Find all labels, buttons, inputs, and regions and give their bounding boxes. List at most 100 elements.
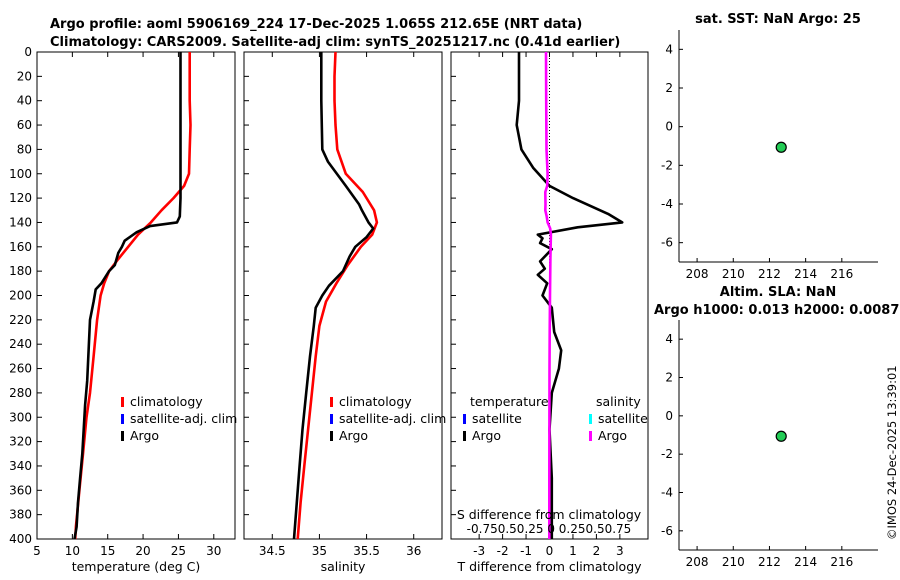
difference-xtick-label: -1	[520, 544, 532, 558]
temperature-xlabel: temperature (deg C)	[72, 559, 201, 574]
temperature-xtick-label: 10	[65, 544, 80, 558]
difference-xtick-label: 3	[616, 544, 624, 558]
temperature-xtick-label: 20	[135, 544, 150, 558]
salinity-legend-swatch-2	[330, 431, 333, 441]
difference-salinity-legend-swatch-1	[589, 431, 592, 441]
temperature-ytick-label: 360	[9, 483, 32, 497]
difference-salinity-legend-label-1: Argo	[598, 428, 627, 443]
temperature-series-climatology	[73, 52, 192, 540]
difference-profile-panel: -3 -2 -1 0 1 2 3T difference from climatology t…	[450, 51, 649, 574]
sst-title: sat. SST: NaN Argo: 25	[695, 12, 861, 27]
sla-ytick-label: -4	[661, 486, 673, 500]
sla-title: Altim. SLA: NaN	[720, 285, 836, 300]
salinity-xtick-label: 35.5	[353, 544, 380, 558]
temperature-legend-label-2: Argo	[130, 428, 159, 443]
temperature-legend-label-0: climatology	[130, 394, 203, 409]
difference-legend-heading-temperature: temperature	[470, 394, 549, 409]
sst-ytick-label: 4	[665, 42, 673, 56]
sla-xtick-label: 214	[794, 555, 817, 569]
temperature-ytick-label: 100	[9, 167, 32, 181]
sla-map-panel: 4 2 0 -2 -4 -6 208 210 212 214 216 Altim. SLA: NaN A…	[654, 285, 899, 569]
sst-ytick-label: -2	[661, 158, 673, 172]
temperature-ytick-label: 140	[9, 215, 32, 229]
difference-xtick-label: 0	[546, 544, 554, 558]
temperature-ytick-label: 300	[9, 410, 32, 424]
temperature-ytick-label: 0	[24, 45, 32, 59]
sla-xtick-label: 208	[686, 555, 709, 569]
salinity-legend-label-2: Argo	[339, 428, 368, 443]
difference-top-xlabel: S difference from climatology	[457, 507, 642, 522]
temperature-ytick-label: 20	[17, 69, 32, 83]
sst-ytick-label: 0	[665, 120, 673, 134]
sla-xtick-label: 216	[830, 555, 853, 569]
figure-title-line2: Climatology: CARS2009. Satellite-adj cli…	[50, 35, 620, 50]
temperature-ytick-label: 60	[17, 118, 32, 132]
sst-point-0	[775, 141, 787, 153]
salinity-xtick-label: 34.5	[259, 544, 286, 558]
temperature-xtick-label: 30	[206, 544, 221, 558]
temperature-ytick-label: 220	[9, 313, 32, 327]
temperature-legend-swatch-0	[121, 397, 124, 407]
salinity-axes-box	[243, 51, 443, 540]
sla-ytick-label: -2	[661, 447, 673, 461]
difference-series-salinity-argo	[543, 51, 553, 539]
sst-map-panel: 4 2 0 -2 -4 -6 208 210 212 214 216 sat. SST: NaN Ar…	[661, 12, 878, 281]
salinity-legend-label-1: satellite-adj. clim	[339, 411, 446, 426]
temperature-xtick-label: 5	[33, 544, 41, 558]
sla-ytick-label: -6	[661, 524, 673, 538]
temperature-ytick-label: 160	[9, 240, 32, 254]
salinity-xlabel: salinity	[321, 559, 366, 574]
difference-temperature-legend-swatch-1	[463, 431, 466, 441]
difference-xlabel: T difference from climatology	[456, 559, 642, 574]
sst-xtick-label: 210	[722, 267, 745, 281]
salinity-xtick-label: 36	[406, 544, 421, 558]
difference-xtick-label: 1	[569, 544, 577, 558]
temperature-xtick-label: 15	[100, 544, 115, 558]
temperature-legend-label-1: satellite-adj. clim	[130, 411, 237, 426]
sst-ytick-label: 2	[665, 81, 673, 95]
temperature-ytick-label: 180	[9, 264, 32, 278]
sst-xtick-label: 216	[830, 267, 853, 281]
salinity-legend-label-0: climatology	[339, 394, 412, 409]
difference-xtick-label: 2	[593, 544, 601, 558]
difference-temperature-legend-label-0: satellite	[472, 411, 522, 426]
temperature-ytick-label: 120	[9, 191, 32, 205]
difference-legend-heading-salinity: salinity	[596, 394, 641, 409]
difference-temperature-legend-label-1: Argo	[472, 428, 501, 443]
temperature-ytick-label: 260	[9, 362, 32, 376]
temperature-ytick-label: 380	[9, 508, 32, 522]
temperature-ytick-label: 340	[9, 459, 32, 473]
sla-point-0	[775, 430, 787, 442]
salinity-legend-swatch-0	[330, 397, 333, 407]
sla-xtick-label: 212	[758, 555, 781, 569]
temperature-ytick-label: 200	[9, 289, 32, 303]
temperature-ytick-label: 240	[9, 337, 32, 351]
salinity-series-argo	[292, 52, 375, 540]
sst-ytick-label: -4	[661, 197, 673, 211]
temperature-profile-panel: 5 10 15 20 25 3002040608010012014016018020022…	[9, 45, 237, 574]
sst-xtick-label: 214	[794, 267, 817, 281]
temperature-axes-box	[36, 51, 236, 540]
temperature-ytick-label: 80	[17, 142, 32, 156]
sla-xtick-label: 210	[722, 555, 745, 569]
difference-series-temperature-argo	[515, 52, 624, 539]
temperature-ytick-label: 320	[9, 435, 32, 449]
figure-title-line1: Argo profile: aoml 5906169_224 17-Dec-20…	[50, 17, 582, 32]
sla-subtitle: Argo h1000: 0.013 h2000: 0.0087	[654, 303, 899, 318]
difference-temperature-legend-swatch-0	[463, 414, 466, 424]
imos-timestamp: ©IMOS 24-Dec-2025 13:39:01	[885, 365, 899, 540]
difference-xtick-label: -3	[473, 544, 485, 558]
sst-ytick-label: -6	[661, 236, 673, 250]
temperature-ytick-label: 280	[9, 386, 32, 400]
sst-xtick-label: 212	[758, 267, 781, 281]
difference-salinity-legend-label-0: satellite	[598, 411, 648, 426]
difference-xtick-label: -2	[497, 544, 509, 558]
sla-ytick-label: 4	[665, 332, 673, 346]
temperature-series-argo	[73, 52, 182, 540]
salinity-profile-panel: 34.5 35 35.5 36 salinity climatology satellite…	[243, 51, 446, 574]
sst-xtick-label: 208	[686, 267, 709, 281]
temperature-xtick-label: 25	[171, 544, 186, 558]
sla-ytick-label: 0	[665, 409, 673, 423]
temperature-ytick-label: 400	[9, 532, 32, 546]
